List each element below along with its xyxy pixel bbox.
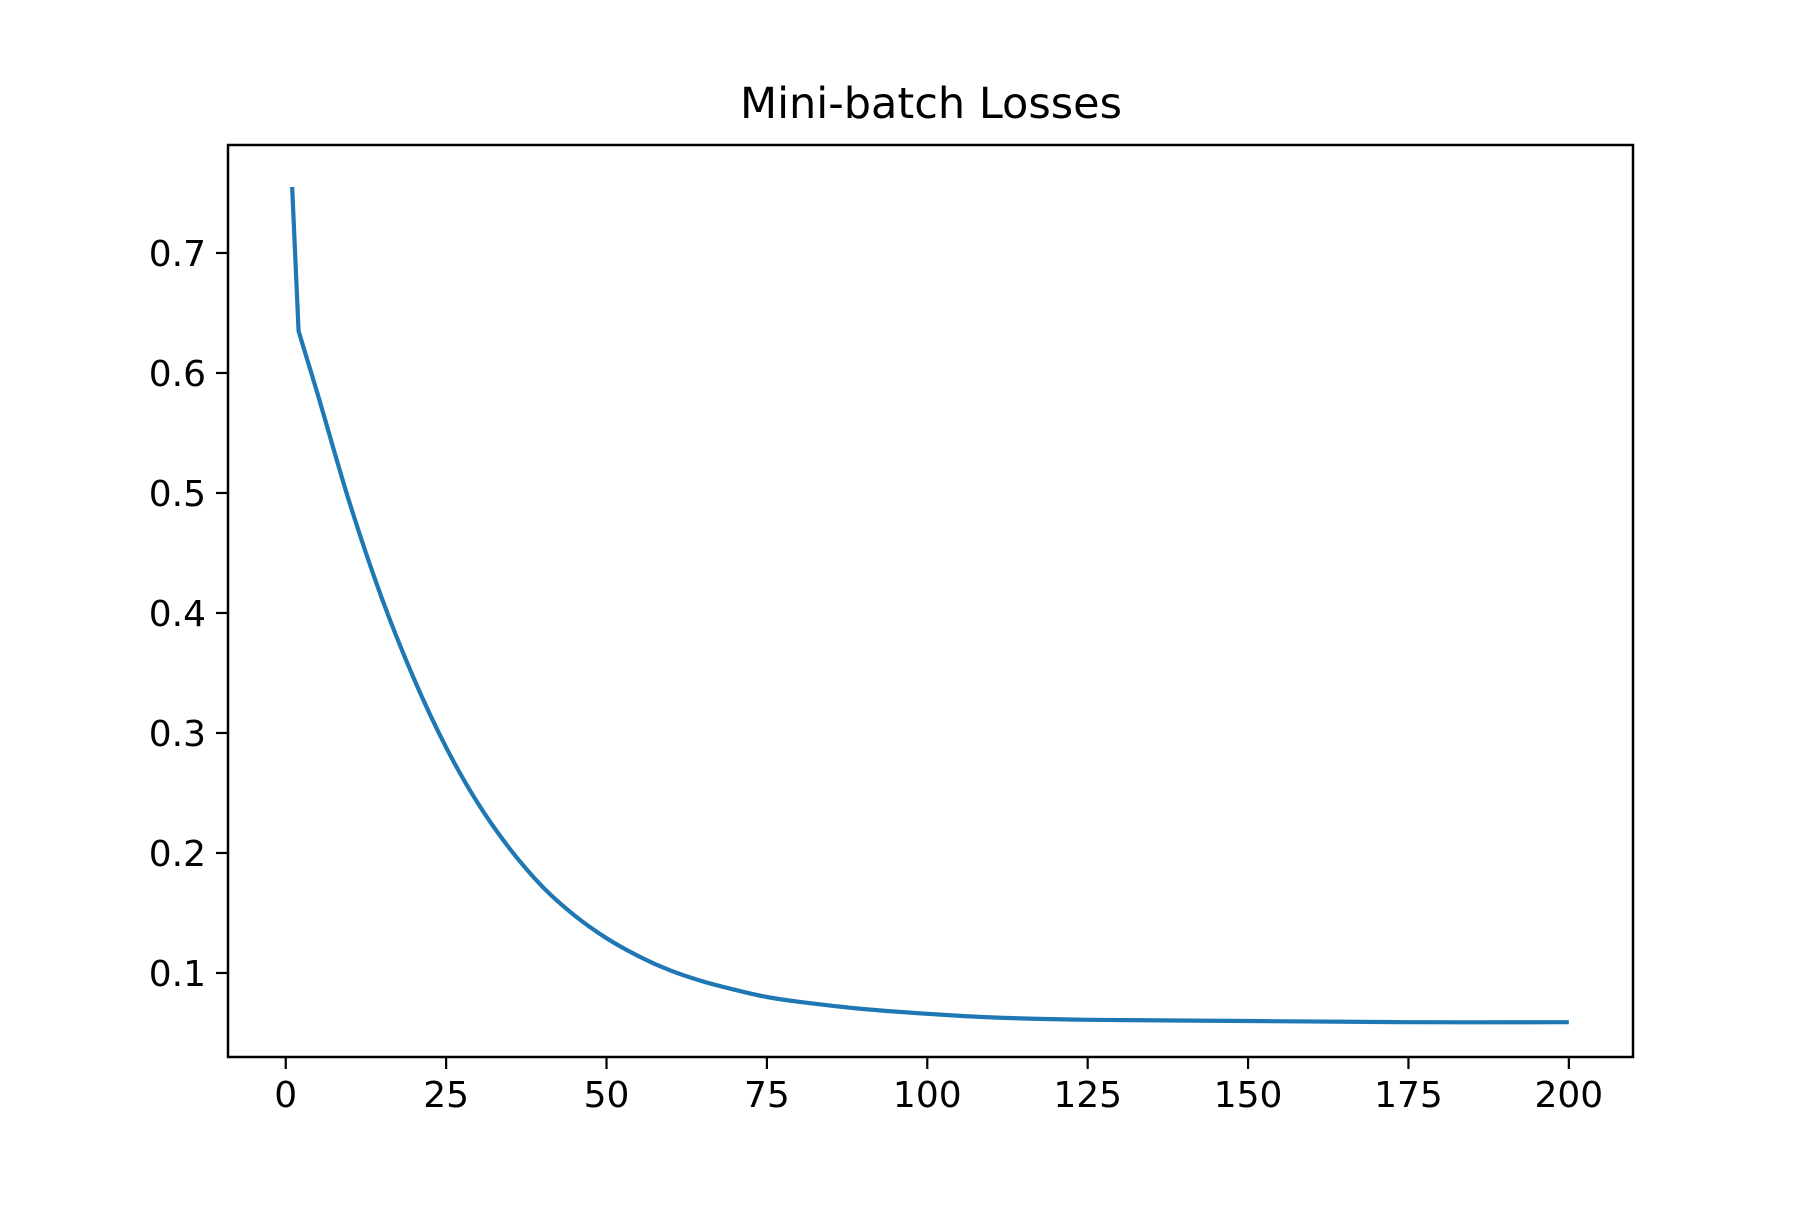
x-tick-label: 100 [893,1075,962,1116]
y-tick-label: 0.4 [149,594,206,635]
x-tick-label: 200 [1534,1075,1603,1116]
y-tick-label: 0.7 [149,234,206,275]
series-line [290,186,1569,1025]
plot-frame [226,143,1635,1059]
x-tick-label: 0 [274,1075,297,1116]
y-tick-label: 0.1 [149,954,206,995]
x-tick-label: 150 [1214,1075,1283,1116]
x-tick-label: 175 [1374,1075,1443,1116]
y-tick-label: 0.2 [149,834,206,875]
x-tick-label: 25 [423,1075,469,1116]
x-tick-label: 50 [584,1075,630,1116]
chart-title: Mini-batch Losses [740,79,1122,129]
y-tick-label: 0.5 [149,474,206,515]
y-tick-label: 0.3 [149,714,206,755]
y-tick-label: 0.6 [149,354,206,395]
x-tick-label: 75 [744,1075,790,1116]
x-tick-label: 125 [1053,1075,1122,1116]
